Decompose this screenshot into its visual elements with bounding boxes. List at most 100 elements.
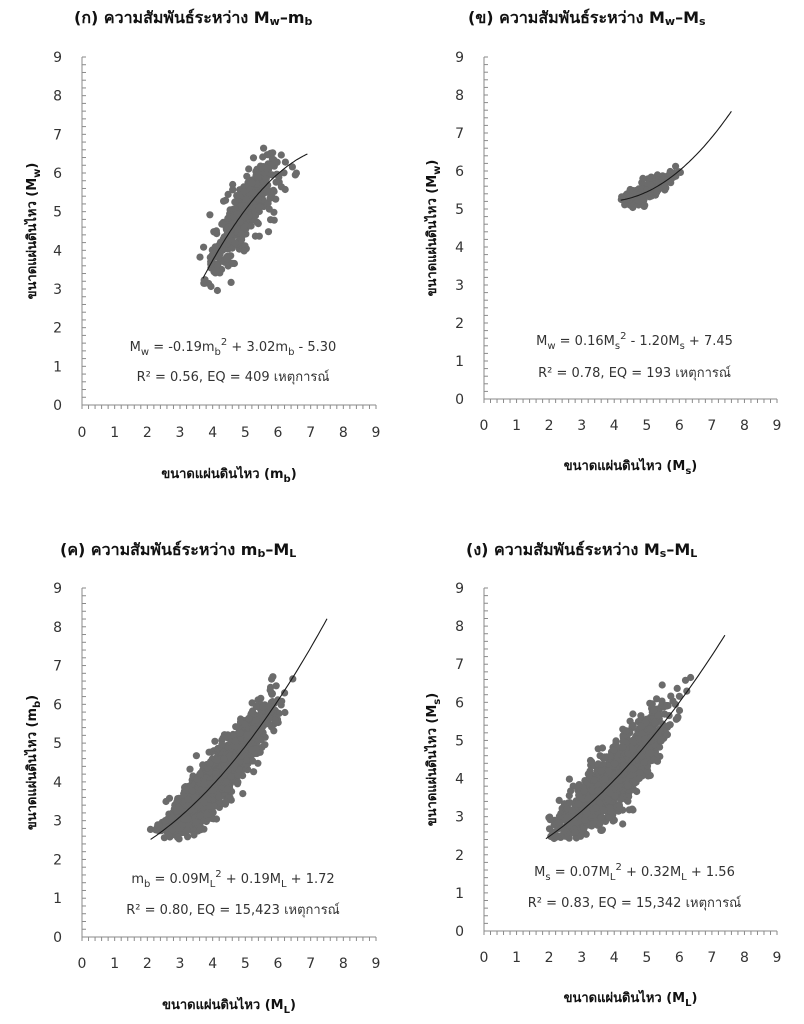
y-axis-title: ขนาดแผ่นดินไหว (Ms) (423, 693, 443, 826)
data-point (675, 706, 684, 715)
data-point (629, 765, 637, 773)
y-axis-title: ขนาดแผ่นดินไหว (mb) (23, 695, 43, 830)
y-tick-label: 7 (53, 127, 62, 143)
scatter-plot: 0 1 2 3 4 5 6 7 8 9 0 1 2 3 4 5 6 7 8 9 ขนาดแผ่นดินไหว (mb) ข… (23, 50, 381, 485)
fit-curve (620, 110, 732, 201)
y-tick-label: 0 (455, 924, 464, 940)
x-tick-label: 2 (545, 950, 554, 966)
x-tick-label: 3 (176, 425, 185, 441)
scatter-points (196, 144, 300, 295)
y-tick-label: 5 (455, 733, 464, 749)
data-point (242, 195, 250, 204)
data-point (265, 205, 273, 213)
data-point (277, 151, 285, 159)
x-tick-label: 9 (773, 418, 782, 434)
data-point (218, 220, 226, 228)
x-tick-label: 4 (610, 418, 619, 434)
data-point (622, 727, 630, 735)
x-tick-label: 7 (707, 950, 716, 966)
y-tick-label: 3 (455, 810, 464, 826)
x-tick-label: 0 (480, 418, 489, 434)
data-point (611, 759, 619, 768)
data-point (658, 681, 666, 689)
data-point (663, 702, 671, 710)
data-point (247, 222, 255, 230)
x-tick-label: 3 (176, 956, 185, 972)
data-point (605, 814, 613, 822)
x-tick-label: 1 (110, 425, 119, 441)
data-point (592, 804, 600, 812)
x-tick-label: 7 (707, 418, 716, 434)
x-tick-label: 1 (110, 956, 119, 972)
y-tick-label: 4 (455, 772, 464, 788)
data-point (213, 286, 221, 295)
y-tick-label: 3 (53, 282, 62, 298)
data-point (610, 746, 618, 754)
y-tick-label: 9 (53, 581, 62, 597)
y-tick-label: 4 (53, 243, 62, 259)
data-point (597, 767, 605, 775)
data-point (665, 721, 673, 730)
x-tick-label: 5 (642, 950, 651, 966)
data-point (574, 800, 583, 808)
y-tick-label: 4 (455, 240, 464, 256)
y-tick-label: 9 (455, 581, 464, 597)
x-tick-label: 7 (306, 956, 315, 972)
y-tick-label: 6 (53, 166, 62, 182)
data-point (249, 154, 258, 162)
data-point (259, 153, 267, 161)
data-point (292, 169, 300, 177)
data-point (200, 276, 208, 284)
data-point (647, 749, 655, 757)
data-point (196, 253, 204, 261)
x-tick-label: 3 (577, 950, 586, 966)
data-point (584, 794, 593, 803)
data-point (146, 825, 155, 834)
data-point (653, 757, 662, 765)
chart-title: (ข) ความสัมพันธ์ระหว่าง Mw–Ms (468, 8, 706, 28)
regression-equation: Mw = -0.19mb2 + 3.02mb - 5.30 (130, 337, 337, 358)
data-point (606, 789, 614, 797)
data-point (643, 186, 651, 194)
data-point (229, 180, 237, 189)
data-point (604, 796, 612, 804)
data-point (606, 804, 614, 812)
data-point (687, 673, 695, 682)
data-point (651, 718, 659, 727)
y-tick-label: 5 (53, 736, 62, 752)
y-tick-label: 1 (455, 886, 464, 902)
y-axis-title: ขนาดแผ่นดินไหว (Mw) (23, 163, 43, 300)
x-tick-label: 3 (577, 418, 586, 434)
y-tick-label: 8 (53, 89, 62, 105)
data-point (653, 187, 661, 195)
data-point (229, 186, 237, 194)
data-point (650, 706, 658, 715)
data-point (215, 252, 223, 260)
fit-curve (202, 153, 308, 279)
data-point (272, 195, 280, 203)
x-tick-label: 9 (372, 425, 381, 441)
data-point (600, 806, 608, 814)
data-point (581, 816, 589, 824)
data-point (663, 731, 672, 739)
x-tick-label: 8 (740, 950, 749, 966)
data-point (635, 774, 643, 783)
x-tick-label: 1 (512, 950, 521, 966)
data-point (231, 198, 239, 206)
data-point (206, 211, 214, 219)
data-point (571, 828, 580, 836)
x-tick-label: 9 (372, 956, 381, 972)
y-axis-title: ขนาดแผ่นดินไหว (Mw) (423, 160, 443, 297)
data-point (240, 247, 248, 255)
data-point (223, 254, 231, 262)
regression-stats: R² = 0.83, EQ = 15,342 เหตุการณ์ (528, 895, 742, 911)
y-tick-label: 5 (53, 205, 62, 221)
data-point (553, 833, 561, 841)
regression-stats: R² = 0.78, EQ = 193 เหตุการณ์ (538, 365, 731, 381)
y-tick-label: 4 (53, 775, 62, 791)
data-point (267, 216, 275, 224)
data-point (596, 819, 604, 828)
data-point (588, 758, 596, 766)
data-point (621, 201, 629, 209)
